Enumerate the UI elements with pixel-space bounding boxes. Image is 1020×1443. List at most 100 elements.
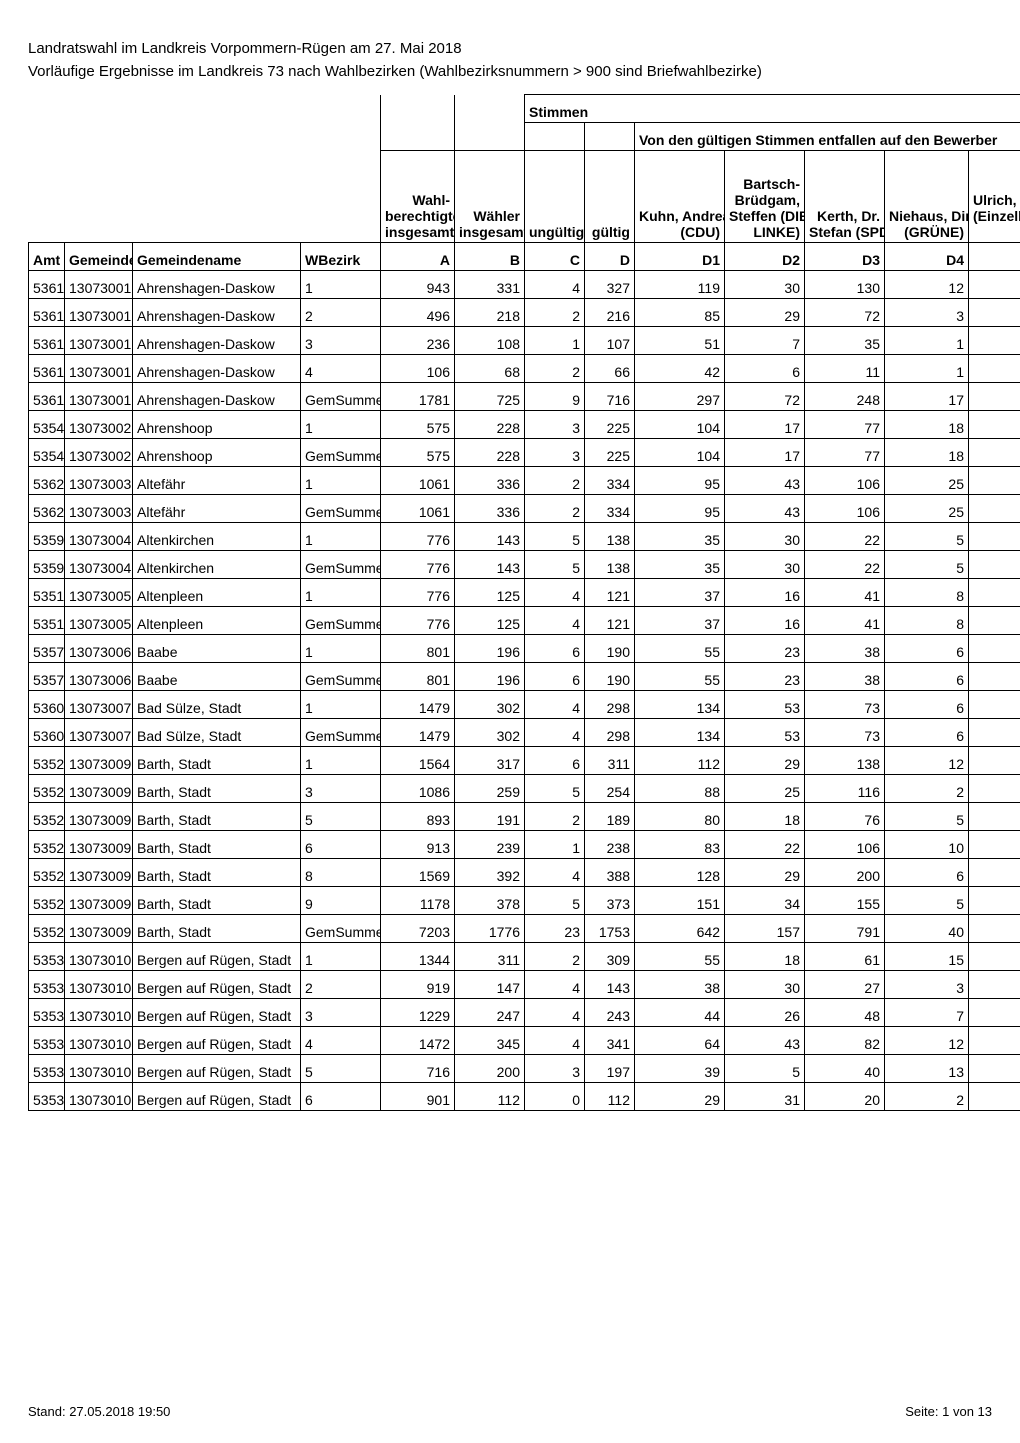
cell: 5351 [29, 579, 65, 607]
cell: 82 [969, 383, 1020, 411]
cell: 138 [805, 747, 885, 775]
cell: Ahrenshagen-Daskow [133, 327, 301, 355]
cell: 13073007 [65, 719, 133, 747]
cell: 1776 [455, 915, 525, 943]
cell: 121 [585, 579, 635, 607]
cell: 46 [969, 551, 1020, 579]
cell: 5353 [29, 999, 65, 1027]
cell: 801 [381, 663, 455, 691]
cell: 13073002 [65, 439, 133, 467]
cell: 1781 [381, 383, 455, 411]
cell: 45 [969, 971, 1020, 999]
cell: 17 [725, 439, 805, 467]
cell: 5 [525, 775, 585, 803]
hdr-bewerber: Von den gültigen Stimmen entfallen auf d… [635, 123, 1020, 151]
hdr-gueltig: gültig [585, 151, 635, 243]
cell: 943 [381, 271, 455, 299]
hdr-wahlberechtigte: Wahl- berechtigte insgesamt [381, 151, 455, 243]
cell: 30 [969, 1083, 1020, 1111]
cell: 106 [805, 467, 885, 495]
cell: 10 [969, 803, 1020, 831]
cell: 5 [885, 803, 969, 831]
cell: Ahrenshagen-Daskow [133, 271, 301, 299]
cell: 29 [725, 859, 805, 887]
cell: 5359 [29, 551, 65, 579]
hdr-D4: D4 [885, 243, 969, 271]
cell: 298 [585, 719, 635, 747]
cell: 1086 [381, 775, 455, 803]
cell: Altenpleen [133, 579, 301, 607]
cell: 23 [725, 663, 805, 691]
cell: 776 [381, 607, 455, 635]
cell: 51 [635, 327, 725, 355]
cell: GemSumme [301, 495, 381, 523]
cell: 143 [585, 971, 635, 999]
table-row: 536113073001Ahrenshagen-Daskow3236108110… [29, 327, 1020, 355]
cell: 1 [301, 467, 381, 495]
cell: 2 [525, 467, 585, 495]
cell: 190 [585, 635, 635, 663]
cell: 104 [635, 411, 725, 439]
cell: 77 [805, 439, 885, 467]
cell: Bergen auf Rügen, Stadt [133, 1027, 301, 1055]
hdr-C: C [525, 243, 585, 271]
hdr-stimmen: Stimmen [525, 95, 1020, 123]
cell: 31 [725, 1083, 805, 1111]
cell: 1229 [381, 999, 455, 1027]
table-row: 535313073010Bergen auf Rügen, Stadt41472… [29, 1027, 1020, 1055]
cell: 200 [805, 859, 885, 887]
cell: 5 [885, 887, 969, 915]
cell: 5352 [29, 803, 65, 831]
cell: 5 [301, 803, 381, 831]
cell: 9 [301, 887, 381, 915]
cell: 46 [969, 523, 1020, 551]
cell: 106 [381, 355, 455, 383]
cell: 80 [635, 803, 725, 831]
cell: 13073003 [65, 467, 133, 495]
hdr-gemeindename: Gemeindename [133, 243, 301, 271]
cell: 5361 [29, 355, 65, 383]
table-row: 536213073003Altefähr11061336233495431062… [29, 467, 1020, 495]
cell: 575 [381, 411, 455, 439]
cell: GemSumme [301, 551, 381, 579]
cell: 134 [635, 719, 725, 747]
table-row: 535313073010Bergen auf Rügen, Stadt31229… [29, 999, 1020, 1027]
hdr-D: D [585, 243, 635, 271]
cell: 7 [725, 327, 805, 355]
cell: 13073009 [65, 915, 133, 943]
table-row: 535213073009Barth, Stadt5893191218980187… [29, 803, 1020, 831]
cell: 3 [301, 775, 381, 803]
cell: 6 [725, 355, 805, 383]
cell: 9 [525, 383, 585, 411]
cell: 373 [585, 887, 635, 915]
cell: 5 [885, 523, 969, 551]
cell: 38 [805, 663, 885, 691]
cell: 16 [725, 579, 805, 607]
cell: 25 [885, 467, 969, 495]
table-row: 536213073003AltefährGemSumme106133623349… [29, 495, 1020, 523]
cell: 82 [805, 1027, 885, 1055]
cell: 104 [635, 439, 725, 467]
cell: 5352 [29, 747, 65, 775]
cell: 68 [455, 355, 525, 383]
cell: 2 [525, 299, 585, 327]
cell: 1564 [381, 747, 455, 775]
cell: 138 [585, 523, 635, 551]
cell: 3 [525, 439, 585, 467]
cell: 106 [805, 831, 885, 859]
cell: 72 [805, 299, 885, 327]
cell: GemSumme [301, 607, 381, 635]
cell: 1 [301, 943, 381, 971]
cell: 716 [585, 383, 635, 411]
cell: Ahrenshoop [133, 439, 301, 467]
hdr-D3: D3 [805, 243, 885, 271]
cell: 155 [805, 887, 885, 915]
cell: 116 [805, 775, 885, 803]
cell: 13073010 [65, 1055, 133, 1083]
hdr-A: A [381, 243, 455, 271]
cell: 297 [635, 383, 725, 411]
cell: 27 [805, 971, 885, 999]
cell: 254 [585, 775, 635, 803]
cell: 95 [635, 495, 725, 523]
cell: 4 [525, 579, 585, 607]
